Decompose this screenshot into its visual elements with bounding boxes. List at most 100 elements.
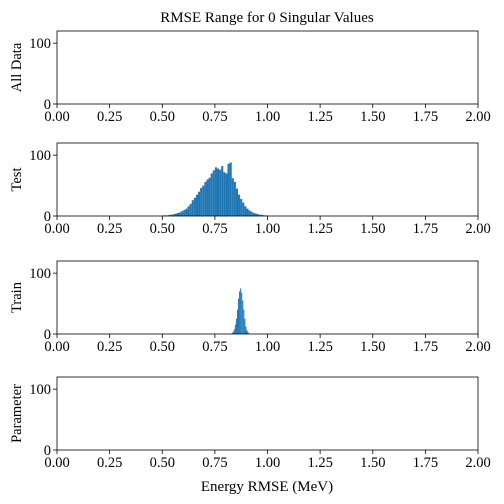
histogram-bar — [189, 203, 192, 216]
histogram-bar — [198, 191, 201, 216]
histogram-bar — [236, 309, 239, 334]
histogram-bar — [261, 214, 264, 216]
axes-frame — [56, 142, 479, 217]
x-tick-label: 1.25 — [307, 109, 332, 125]
histogram-bar — [246, 330, 248, 334]
histogram-bar — [223, 172, 226, 216]
x-tick-label: 0.50 — [150, 221, 175, 237]
histogram-bar — [239, 291, 241, 334]
histogram-bar — [242, 300, 244, 334]
chart-title: RMSE Range for 0 Singular Values — [160, 10, 374, 26]
y-tick-label: 0 — [44, 443, 51, 459]
x-tick-label: 0.25 — [97, 455, 122, 471]
x-tick-label: 1.00 — [255, 221, 280, 237]
x-tick-label: 1.75 — [413, 339, 438, 355]
x-tick-label: 0.75 — [202, 109, 227, 125]
x-tick-label: 1.75 — [413, 455, 438, 471]
histogram-bar — [214, 167, 217, 216]
x-tick-label: 1.75 — [413, 221, 438, 237]
y-axis-label: Parameter — [9, 384, 25, 443]
y-axis-label: Test — [9, 168, 25, 192]
histogram-bar — [179, 212, 182, 216]
histogram-bar — [229, 162, 232, 216]
histogram-bar — [254, 213, 257, 216]
histogram-bar — [233, 181, 236, 216]
histogram-bar — [245, 326, 247, 334]
histogram-bar — [187, 206, 190, 216]
histogram-bar — [200, 188, 203, 216]
x-tick-label: 1.50 — [360, 339, 385, 355]
histogram-bar — [252, 212, 255, 216]
histogram-bar — [250, 211, 253, 216]
y-tick-label: 100 — [29, 382, 51, 398]
y-tick-label: 0 — [44, 327, 51, 343]
x-tick-label: 1.25 — [307, 455, 332, 471]
histogram-bar — [208, 177, 211, 216]
histogram-bar — [219, 169, 222, 216]
histogram-bar — [235, 318, 237, 334]
histogram-bar — [240, 198, 243, 216]
histogram-bar — [204, 181, 207, 216]
histogram-bar — [216, 168, 220, 216]
y-tick-label: 100 — [29, 36, 51, 52]
x-tick-label: 0.00 — [44, 455, 69, 471]
x-tick-label: 0.25 — [97, 221, 122, 237]
histogram-bar — [227, 163, 230, 216]
histogram-bar — [242, 202, 245, 216]
x-tick-label: 1.25 — [307, 339, 332, 355]
x-tick-label: 0.00 — [44, 109, 69, 125]
x-axis-label: Energy RMSE (MeV) — [201, 479, 333, 495]
x-tick-label: 0.75 — [202, 455, 227, 471]
histogram-bar — [221, 166, 224, 216]
histogram-bar — [244, 206, 247, 216]
histogram-bar — [174, 213, 177, 216]
x-tick-label: 1.00 — [255, 339, 280, 355]
x-tick-label: 0.00 — [44, 339, 69, 355]
histogram-bar — [243, 309, 245, 334]
subplot-1: 0.00 0.25 0.50 0.75 1.00 1.25 1.50 1.75 2.00 0 100… — [9, 30, 491, 125]
histogram-bar — [210, 173, 213, 216]
subplot-2: 0.00 0.25 0.50 0.75 1.00 1.25 1.50 1.75 2.00 0 100… — [9, 142, 491, 237]
x-tick-label: 0.75 — [202, 221, 227, 237]
histogram-bar — [256, 214, 260, 216]
axes-frame — [56, 260, 479, 335]
x-tick-label: 1.50 — [360, 109, 385, 125]
x-tick-label: 0.50 — [150, 339, 175, 355]
y-axis-label: Train — [9, 281, 25, 313]
histogram-bar — [191, 200, 194, 216]
x-tick-label: 0.50 — [150, 109, 175, 125]
y-axis-label: All Data — [9, 42, 25, 92]
x-tick-label: 1.00 — [255, 109, 280, 125]
histogram-bar — [247, 332, 249, 334]
histogram-bar — [259, 214, 262, 216]
subplot-3: 0.00 0.25 0.50 0.75 1.00 1.25 1.50 1.75 2.00 0 100… — [9, 260, 491, 355]
subplots: 0.00 0.25 0.50 0.75 1.00 1.25 1.50 1.75 2.00 0 100… — [9, 30, 491, 471]
y-tick-label: 100 — [29, 148, 51, 164]
axes-frame — [56, 30, 479, 105]
subplot-4: 0.00 0.25 0.50 0.75 1.00 1.25 1.50 1.75 2.00 0 100… — [9, 376, 491, 471]
histogram-bar — [176, 212, 180, 216]
histogram-bar — [238, 298, 240, 334]
histogram-bar — [206, 179, 209, 216]
histogram-bar — [231, 178, 234, 216]
histogram-bar — [212, 170, 215, 217]
x-tick-label: 0.25 — [97, 339, 122, 355]
histogram-bar — [172, 214, 175, 216]
histogram-bar — [244, 318, 246, 334]
y-tick-label: 0 — [44, 209, 51, 225]
x-tick-label: 1.25 — [307, 221, 332, 237]
x-tick-label: 2.00 — [465, 109, 490, 125]
x-tick-label: 0.75 — [202, 339, 227, 355]
x-tick-label: 0.50 — [150, 455, 175, 471]
histogram-bar — [233, 329, 235, 334]
histogram-bar — [170, 214, 173, 216]
histogram-bar — [183, 209, 186, 216]
histogram-bar — [241, 292, 243, 334]
histogram-bar — [225, 173, 228, 216]
histogram-bar — [234, 324, 236, 335]
x-tick-label: 1.75 — [413, 109, 438, 125]
histogram-bar — [202, 185, 205, 216]
histogram-bar — [193, 197, 196, 216]
x-tick-label: 1.50 — [360, 221, 385, 237]
x-tick-label: 2.00 — [465, 455, 490, 471]
